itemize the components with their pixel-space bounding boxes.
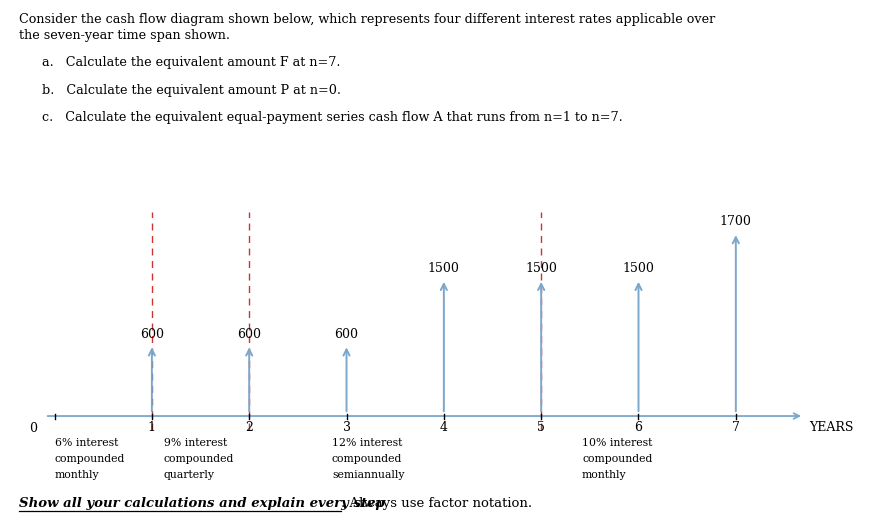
Text: 3: 3 xyxy=(343,421,351,435)
Text: 5: 5 xyxy=(538,421,545,435)
Text: b.   Calculate the equivalent amount P at n=0.: b. Calculate the equivalent amount P at … xyxy=(42,84,341,96)
Text: 10% interest: 10% interest xyxy=(582,438,652,448)
Text: 4: 4 xyxy=(440,421,448,435)
Text: 6% interest: 6% interest xyxy=(54,438,118,448)
Text: Consider the cash flow diagram shown below, which represents four different inte: Consider the cash flow diagram shown bel… xyxy=(19,13,716,26)
Text: 1: 1 xyxy=(148,421,156,435)
Text: monthly: monthly xyxy=(582,470,627,480)
Text: quarterly: quarterly xyxy=(163,470,215,480)
Text: compounded: compounded xyxy=(332,454,403,464)
Text: the seven-year time span shown.: the seven-year time span shown. xyxy=(19,29,231,41)
Text: compounded: compounded xyxy=(582,454,652,464)
Text: . Always use factor notation.: . Always use factor notation. xyxy=(341,497,532,510)
Text: 600: 600 xyxy=(237,328,261,340)
Text: a.   Calculate the equivalent amount F at n=7.: a. Calculate the equivalent amount F at … xyxy=(42,56,340,69)
Text: 6: 6 xyxy=(634,421,643,435)
Text: 0: 0 xyxy=(29,422,37,435)
Text: c.   Calculate the equivalent equal-payment series cash flow A that runs from n=: c. Calculate the equivalent equal-paymen… xyxy=(42,111,623,124)
Text: 9% interest: 9% interest xyxy=(163,438,227,448)
Text: compounded: compounded xyxy=(54,454,125,464)
Text: 1500: 1500 xyxy=(428,262,460,275)
Text: semiannually: semiannually xyxy=(332,470,404,480)
Text: 1500: 1500 xyxy=(623,262,654,275)
Text: compounded: compounded xyxy=(163,454,234,464)
Text: 12% interest: 12% interest xyxy=(332,438,403,448)
Text: YEARS: YEARS xyxy=(809,421,853,435)
Text: 1500: 1500 xyxy=(525,262,557,275)
Text: 600: 600 xyxy=(334,328,359,340)
Text: 600: 600 xyxy=(139,328,164,340)
Text: 1700: 1700 xyxy=(720,215,752,228)
Text: monthly: monthly xyxy=(54,470,99,480)
Text: Show all your calculations and explain every step: Show all your calculations and explain e… xyxy=(19,497,385,510)
Text: 7: 7 xyxy=(732,421,740,435)
Text: 2: 2 xyxy=(246,421,253,435)
